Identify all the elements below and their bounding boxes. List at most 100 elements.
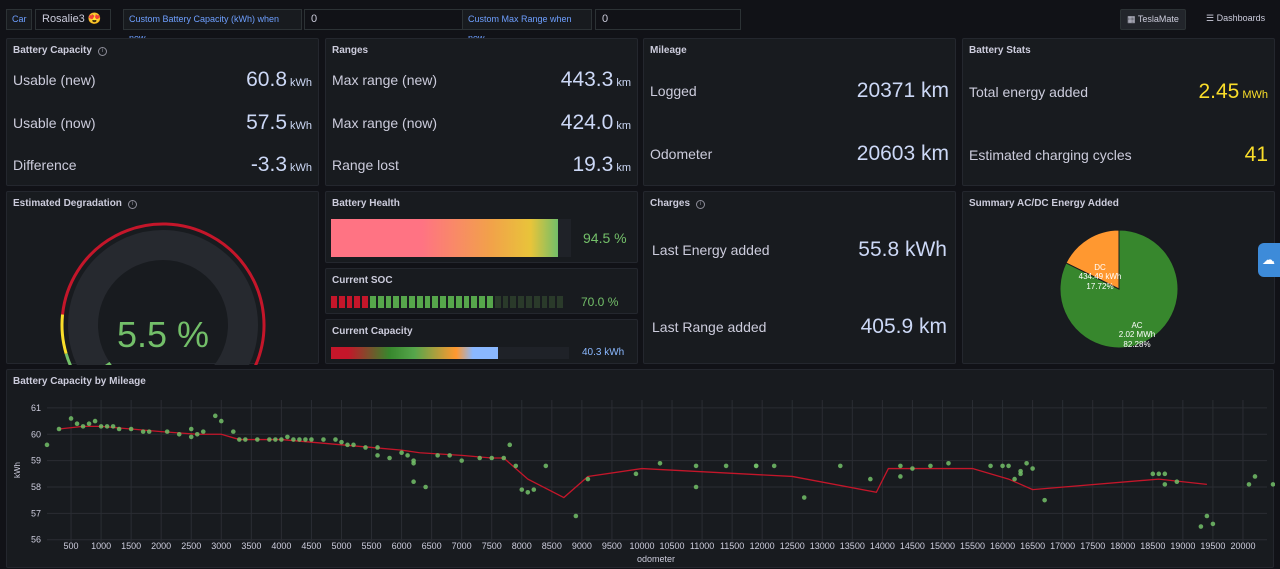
- data-point[interactable]: [525, 489, 531, 495]
- data-point[interactable]: [633, 471, 639, 477]
- data-point[interactable]: [86, 421, 92, 427]
- data-point[interactable]: [1270, 482, 1275, 487]
- data-point[interactable]: [1246, 482, 1252, 487]
- data-point[interactable]: [507, 442, 513, 448]
- data-point[interactable]: [531, 487, 537, 492]
- data-point[interactable]: [1156, 471, 1162, 477]
- data-point[interactable]: [1150, 471, 1156, 477]
- data-point[interactable]: [237, 437, 242, 442]
- data-point[interactable]: [255, 437, 260, 442]
- data-point[interactable]: [838, 463, 843, 469]
- data-point[interactable]: [243, 437, 248, 442]
- data-point[interactable]: [1042, 497, 1047, 503]
- data-point[interactable]: [333, 437, 338, 442]
- data-point[interactable]: [375, 445, 380, 450]
- info-icon[interactable]: i: [696, 200, 706, 209]
- data-point[interactable]: [194, 431, 200, 437]
- data-point[interactable]: [928, 463, 933, 469]
- data-point[interactable]: [423, 484, 428, 490]
- data-point[interactable]: [303, 437, 308, 442]
- data-point[interactable]: [212, 413, 218, 419]
- data-point[interactable]: [447, 453, 452, 458]
- data-point[interactable]: [231, 429, 236, 434]
- data-point[interactable]: [375, 453, 380, 458]
- data-point[interactable]: [188, 434, 194, 440]
- data-point[interactable]: [279, 437, 284, 442]
- data-point[interactable]: [267, 437, 272, 442]
- data-point[interactable]: [1162, 482, 1168, 487]
- data-point[interactable]: [309, 437, 314, 442]
- data-point[interactable]: [946, 460, 951, 466]
- data-point[interactable]: [80, 424, 86, 429]
- info-icon[interactable]: i: [127, 200, 137, 209]
- data-point[interactable]: [339, 439, 344, 445]
- data-point[interactable]: [1018, 468, 1023, 474]
- pie-slice-dc[interactable]: [1065, 229, 1120, 290]
- data-point[interactable]: [693, 463, 699, 469]
- data-point[interactable]: [988, 463, 993, 469]
- custom-capacity-input[interactable]: 0: [304, 9, 464, 30]
- data-point[interactable]: [585, 476, 591, 482]
- data-point[interactable]: [1204, 513, 1210, 519]
- data-point[interactable]: [351, 442, 356, 448]
- data-point[interactable]: [164, 429, 170, 434]
- data-point[interactable]: [801, 495, 807, 500]
- side-widget-button[interactable]: ☁: [1258, 243, 1280, 277]
- data-point[interactable]: [411, 460, 416, 466]
- data-point[interactable]: [1252, 474, 1258, 479]
- data-point[interactable]: [1210, 521, 1216, 527]
- data-point[interactable]: [753, 463, 759, 469]
- data-point[interactable]: [273, 437, 278, 442]
- data-point[interactable]: [128, 426, 134, 432]
- data-point[interactable]: [98, 424, 104, 429]
- data-point[interactable]: [345, 442, 350, 448]
- data-point[interactable]: [200, 429, 206, 434]
- data-point[interactable]: [723, 463, 729, 469]
- data-point[interactable]: [146, 429, 152, 434]
- data-point[interactable]: [1174, 479, 1180, 485]
- data-point[interactable]: [1000, 463, 1005, 469]
- data-point[interactable]: [513, 463, 519, 469]
- data-point[interactable]: [92, 418, 98, 424]
- data-point[interactable]: [140, 429, 146, 434]
- data-point[interactable]: [868, 476, 873, 482]
- data-point[interactable]: [519, 487, 525, 492]
- car-select[interactable]: Rosalie3 😍 ⌄: [35, 9, 111, 43]
- data-point[interactable]: [399, 450, 404, 456]
- data-point[interactable]: [1198, 524, 1204, 529]
- data-point[interactable]: [501, 455, 507, 461]
- data-point[interactable]: [188, 426, 194, 432]
- info-icon[interactable]: i: [97, 47, 107, 56]
- data-point[interactable]: [285, 434, 290, 440]
- data-point[interactable]: [176, 431, 182, 437]
- data-point[interactable]: [910, 466, 915, 471]
- data-point[interactable]: [693, 484, 699, 490]
- data-point[interactable]: [104, 424, 110, 429]
- data-point[interactable]: [435, 453, 440, 458]
- data-point[interactable]: [363, 445, 368, 450]
- data-point[interactable]: [543, 463, 549, 469]
- data-point[interactable]: [573, 513, 579, 519]
- data-point[interactable]: [1162, 471, 1168, 477]
- data-point[interactable]: [291, 437, 296, 442]
- data-point[interactable]: [110, 424, 116, 429]
- data-point[interactable]: [56, 426, 62, 432]
- data-point[interactable]: [898, 474, 903, 479]
- data-point[interactable]: [116, 426, 122, 432]
- data-point[interactable]: [411, 479, 416, 485]
- data-point[interactable]: [1006, 463, 1011, 469]
- data-point[interactable]: [387, 455, 392, 461]
- data-point[interactable]: [898, 463, 903, 469]
- data-point[interactable]: [68, 416, 74, 421]
- data-point[interactable]: [477, 455, 483, 461]
- data-point[interactable]: [74, 421, 80, 427]
- custom-range-input[interactable]: 0: [595, 9, 741, 30]
- data-point[interactable]: [44, 442, 50, 448]
- data-point[interactable]: [1012, 476, 1017, 482]
- data-point[interactable]: [1030, 466, 1035, 471]
- data-point[interactable]: [321, 437, 326, 442]
- data-point[interactable]: [489, 455, 495, 461]
- data-point[interactable]: [771, 463, 777, 469]
- data-point[interactable]: [1024, 460, 1029, 466]
- dashboards-button[interactable]: ☰ Dashboards: [1200, 9, 1272, 30]
